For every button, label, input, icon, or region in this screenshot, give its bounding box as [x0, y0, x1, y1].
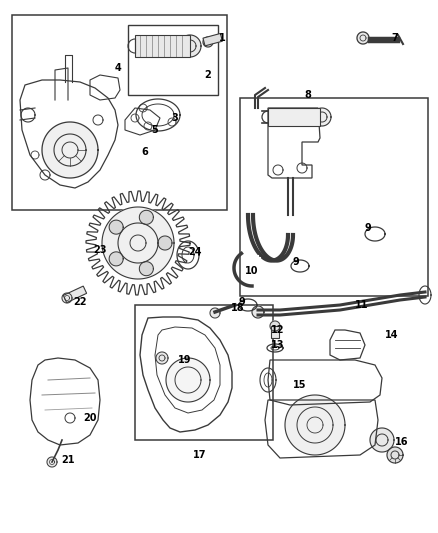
- Text: 2: 2: [205, 70, 212, 80]
- Polygon shape: [139, 211, 153, 224]
- Polygon shape: [166, 358, 210, 402]
- Polygon shape: [62, 293, 72, 303]
- Polygon shape: [252, 306, 264, 318]
- Text: 22: 22: [73, 297, 87, 307]
- Text: 9: 9: [239, 297, 245, 307]
- Text: 1: 1: [219, 33, 226, 43]
- Polygon shape: [387, 447, 403, 463]
- Bar: [64, 286, 87, 303]
- Text: 4: 4: [115, 63, 121, 73]
- Text: 11: 11: [355, 300, 369, 310]
- Polygon shape: [42, 122, 98, 178]
- Polygon shape: [139, 262, 153, 276]
- Polygon shape: [102, 207, 174, 279]
- Polygon shape: [109, 252, 123, 266]
- Polygon shape: [210, 308, 220, 318]
- Polygon shape: [47, 457, 57, 467]
- Bar: [271, 326, 279, 338]
- Polygon shape: [270, 321, 280, 331]
- Bar: [240, 98, 428, 296]
- Polygon shape: [357, 32, 369, 44]
- Polygon shape: [156, 352, 168, 364]
- Bar: [135, 35, 190, 57]
- Text: 17: 17: [193, 450, 207, 460]
- Text: 3: 3: [172, 113, 178, 123]
- Text: 12: 12: [271, 325, 285, 335]
- Text: 23: 23: [93, 245, 107, 255]
- Text: 18: 18: [231, 303, 245, 313]
- Polygon shape: [158, 236, 172, 250]
- Text: 19: 19: [178, 355, 192, 365]
- Text: 7: 7: [392, 33, 399, 43]
- Bar: [128, 25, 218, 95]
- Text: 6: 6: [141, 147, 148, 157]
- Bar: [268, 108, 320, 126]
- Text: 8: 8: [304, 90, 311, 100]
- Text: 13: 13: [271, 340, 285, 350]
- Text: 21: 21: [61, 455, 75, 465]
- Bar: [203, 34, 223, 46]
- Text: 9: 9: [364, 223, 371, 233]
- Polygon shape: [203, 37, 213, 47]
- Text: 20: 20: [83, 413, 97, 423]
- Polygon shape: [179, 35, 201, 57]
- Polygon shape: [109, 220, 123, 234]
- Text: 5: 5: [152, 125, 159, 135]
- Text: 10: 10: [245, 266, 259, 276]
- Bar: [135, 305, 273, 440]
- Text: 15: 15: [293, 380, 307, 390]
- Text: 24: 24: [188, 247, 202, 257]
- Text: 14: 14: [385, 330, 399, 340]
- Polygon shape: [313, 108, 331, 126]
- Bar: [12, 15, 227, 210]
- Text: 16: 16: [395, 437, 409, 447]
- Polygon shape: [370, 428, 394, 452]
- Polygon shape: [285, 395, 345, 455]
- Text: 9: 9: [293, 257, 300, 267]
